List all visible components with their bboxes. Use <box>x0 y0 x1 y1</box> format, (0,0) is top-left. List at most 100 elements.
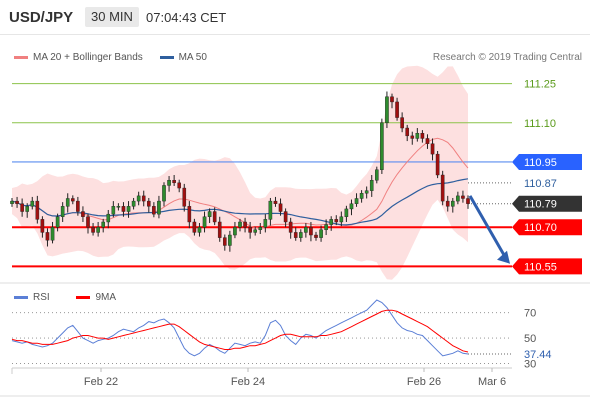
timeframe-button[interactable]: 30 MIN <box>85 7 139 27</box>
rsi-ma9-line <box>11 309 469 353</box>
candle-body <box>106 213 111 223</box>
candle-body <box>40 219 45 233</box>
candle-body <box>364 190 369 194</box>
candle-body <box>385 96 389 124</box>
bollinger-band <box>12 65 468 280</box>
candle-body <box>30 200 35 207</box>
candle-body <box>222 237 227 246</box>
ma50-swatch <box>159 55 174 59</box>
support-price-tag: 110.55 <box>524 261 557 273</box>
candle-body <box>197 226 202 233</box>
candle-body <box>20 203 24 212</box>
chart-header: USD/JPY 30 MIN 07:04:43 CET <box>0 0 590 35</box>
candle-body <box>253 229 258 233</box>
currency-pair: USD/JPY <box>9 9 74 26</box>
candle-body <box>293 232 298 238</box>
candle-body <box>187 206 192 223</box>
ma20-price-label: 110.87 <box>524 178 557 190</box>
candle-body <box>349 203 354 210</box>
candle-body <box>162 185 166 202</box>
candle-body <box>152 206 156 215</box>
candle-body <box>157 200 161 215</box>
candle-body <box>81 211 85 217</box>
candle-body <box>96 226 100 233</box>
support-price-tag-bg <box>512 258 582 275</box>
rsi-legend: RSI 9MA <box>14 292 116 303</box>
candle-body <box>334 219 339 223</box>
candle-body <box>91 226 95 233</box>
candle-body <box>146 200 151 207</box>
candle-body <box>304 226 308 233</box>
candle-body <box>182 187 187 207</box>
candle-body <box>116 206 121 208</box>
x-tick-label: Feb 22 <box>84 376 118 388</box>
candle-body <box>212 211 217 223</box>
support-price-tag-bg <box>512 219 582 236</box>
last-price-tag-bg <box>512 195 582 212</box>
candle-body <box>121 206 126 212</box>
candle-body <box>309 226 313 236</box>
credit-text: Research © 2019 Trading Central <box>432 52 582 63</box>
forecast-arrow-shaft <box>468 195 507 258</box>
candle-body <box>131 200 136 207</box>
candle-body <box>76 200 80 212</box>
ma50-price-tag-bg <box>512 153 582 170</box>
candle-body <box>410 135 415 139</box>
candle-body <box>461 195 465 199</box>
candle-body <box>420 133 425 139</box>
candle-body <box>45 232 50 241</box>
candle-body <box>207 211 212 217</box>
candle-body <box>268 200 273 220</box>
resistance-price-label: 111.10 <box>524 118 556 130</box>
candle-body <box>456 195 460 202</box>
candle-body <box>70 198 75 202</box>
candle-body <box>172 180 176 184</box>
candle-body <box>177 182 182 189</box>
candle-body <box>466 198 470 204</box>
candle-body <box>299 232 303 238</box>
candle-body <box>228 234 232 246</box>
rsi-tick-label: 50 <box>524 333 536 345</box>
candle-body <box>111 206 116 215</box>
candle-body <box>238 221 242 228</box>
candle-body <box>248 226 252 233</box>
candle-body <box>192 221 197 233</box>
candle-body <box>283 211 288 223</box>
candle-body <box>354 198 359 204</box>
candle-body <box>339 216 344 223</box>
candle-body <box>233 226 237 236</box>
ma50-legend-label: MA 50 <box>178 52 207 63</box>
ma20-legend-label: MA 20 + Bollinger Bands <box>33 52 143 63</box>
candle-body <box>101 221 105 228</box>
candle-body <box>395 101 399 118</box>
candle-body <box>60 206 65 217</box>
rsi-last-value: 37.44 <box>524 349 552 361</box>
candle-body <box>50 226 55 241</box>
candle-body <box>258 226 263 231</box>
candle-body <box>314 234 318 238</box>
timestamp: 07:04:43 CET <box>146 10 227 25</box>
rsi-tick-label: 70 <box>524 308 536 320</box>
candle-body <box>344 208 349 217</box>
candle-body <box>445 200 450 207</box>
candle-body <box>425 138 430 144</box>
candle-body <box>15 200 19 204</box>
rsi-legend-label: RSI <box>33 292 50 303</box>
last-price-tag: 110.79 <box>524 199 557 211</box>
candle-body <box>430 143 435 155</box>
x-tick-label: Feb 24 <box>231 376 265 388</box>
resistance-price-label: 111.25 <box>524 79 556 91</box>
candle-body <box>324 224 328 231</box>
candle-body <box>440 174 445 202</box>
main-legend: MA 20 + Bollinger Bands MA 50 <box>14 52 207 63</box>
candle-body <box>380 122 384 170</box>
ma20-swatch <box>14 55 28 59</box>
candle-body <box>375 169 379 181</box>
ma9-legend-label: 9MA <box>95 292 117 303</box>
x-tick-label: Feb 26 <box>407 376 441 388</box>
candle-body <box>451 200 455 207</box>
candle-body <box>273 200 278 204</box>
candle-body <box>405 127 410 137</box>
x-tick-label: Mar 6 <box>478 376 506 388</box>
